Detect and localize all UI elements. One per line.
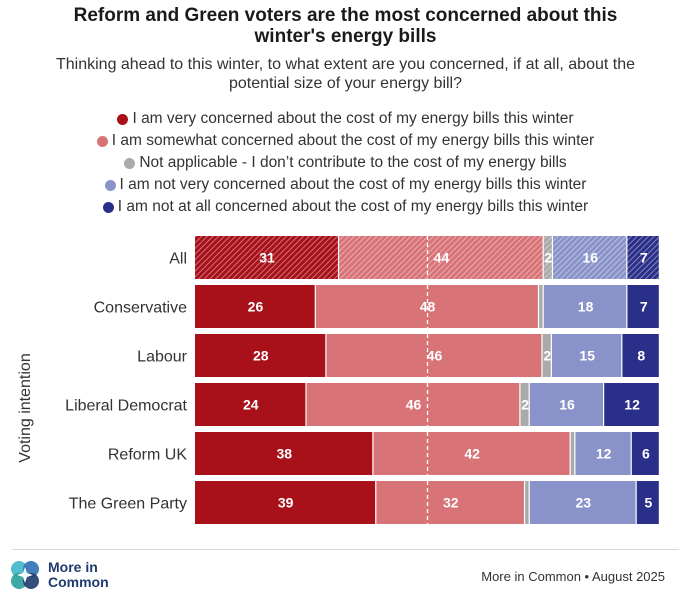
chart-subtitle-line-2: potential size of your energy bill? — [228, 75, 463, 92]
legend-swatch-very-concerned — [117, 113, 129, 125]
source-credit: More in Common • August 2025 — [481, 569, 665, 584]
category-label-liberal-democrat: Liberal Democrat — [65, 398, 187, 415]
chart-legend: I am very concerned about the cost of my… — [0, 108, 691, 218]
bar-labour-not-at-all-concerned — [622, 334, 659, 377]
legend-swatch-not-very-concerned — [104, 179, 116, 191]
data-label-the-green-party-not-at-all-concerned: 5 — [644, 495, 652, 511]
more-in-common-logo: More in Common — [8, 558, 109, 592]
legend-swatch-somewhat-concerned — [96, 135, 108, 147]
more-in-common-logo-icon — [11, 561, 39, 589]
data-label-labour-not-at-all-concerned: 8 — [637, 348, 645, 364]
data-label-the-green-party-somewhat-concerned: 32 — [443, 495, 459, 511]
bar-liberal-democrat-not-very-concerned — [529, 383, 603, 426]
bar-labour-not-very-concerned — [551, 334, 622, 377]
y-axis-title: Voting intention — [17, 353, 34, 462]
data-label-all-not-at-all-concerned: 7 — [640, 250, 648, 266]
bar-conservative-very-concerned — [195, 285, 315, 328]
bar-the-green-party-very-concerned — [195, 481, 376, 524]
bar-liberal-democrat-not-at-all-concerned — [604, 383, 659, 426]
bar-labour-somewhat-concerned — [326, 334, 542, 377]
bar-liberal-democrat-very-concerned — [195, 383, 306, 426]
bar-hatch-all-not-at-all-concerned — [627, 236, 659, 279]
category-label-all: All — [169, 251, 187, 268]
legend-swatch-not-at-all-concerned — [102, 201, 114, 213]
legend-label-not-applicable: Not applicable - I don’t contribute to t… — [139, 154, 567, 171]
chart-title-line-1: Reform and Green voters are the most con… — [73, 5, 618, 26]
bar-hatch-all-not-very-concerned — [553, 236, 627, 279]
bar-the-green-party-somewhat-concerned — [376, 481, 524, 524]
bar-conservative-not-at-all-concerned — [627, 285, 659, 328]
bar-conservative-not-very-concerned — [543, 285, 627, 328]
data-label-labour-somewhat-concerned: 46 — [427, 348, 443, 364]
data-label-reform-uk-somewhat-concerned: 42 — [464, 446, 480, 462]
data-label-all-not-very-concerned: 16 — [582, 250, 598, 266]
data-label-labour-very-concerned: 28 — [253, 348, 269, 364]
bar-hatch-all-not-applicable — [543, 236, 552, 279]
footer-divider — [12, 549, 679, 550]
bar-liberal-democrat-somewhat-concerned — [306, 383, 520, 426]
category-label-labour: Labour — [137, 349, 187, 366]
data-label-reform-uk-not-at-all-concerned: 6 — [642, 446, 650, 462]
bar-labour-not-applicable — [542, 334, 551, 377]
logo-wordmark-line-2: Common — [48, 574, 109, 590]
legend-item-not-at-all-concerned: I am not at all concerned about the cost… — [0, 196, 691, 218]
category-label-the-green-party: The Green Party — [69, 496, 187, 513]
bar-reform-uk-somewhat-concerned — [373, 432, 570, 475]
legend-item-not-very-concerned: I am not very concerned about the cost o… — [0, 174, 691, 196]
bar-the-green-party-not-applicable — [525, 481, 529, 524]
data-label-all-not-applicable: 2 — [545, 250, 553, 266]
legend-item-not-applicable: Not applicable - I don’t contribute to t… — [0, 152, 691, 174]
chart-title-line-2: winter's energy bills — [254, 26, 437, 47]
data-label-labour-not-applicable: 2 — [543, 348, 551, 364]
data-label-liberal-democrat-not-at-all-concerned: 12 — [624, 397, 640, 413]
logo-wordmark-line-1: More in — [48, 559, 98, 575]
data-label-liberal-democrat-not-very-concerned: 16 — [559, 397, 575, 413]
bar-reform-uk-very-concerned — [195, 432, 373, 475]
chart-subtitle: Thinking ahead to this winter, to what e… — [10, 55, 681, 93]
data-label-conservative-not-at-all-concerned: 7 — [640, 299, 648, 315]
data-label-conservative-not-very-concerned: 18 — [578, 299, 594, 315]
bar-reform-uk-not-very-concerned — [575, 432, 631, 475]
category-label-conservative: Conservative — [94, 300, 187, 317]
data-label-the-green-party-not-very-concerned: 23 — [575, 495, 591, 511]
data-label-all-very-concerned: 31 — [259, 250, 275, 266]
data-label-liberal-democrat-very-concerned: 24 — [243, 397, 259, 413]
legend-item-very-concerned: I am very concerned about the cost of my… — [0, 108, 691, 130]
data-label-all-somewhat-concerned: 44 — [434, 250, 450, 266]
data-label-conservative-very-concerned: 26 — [248, 299, 264, 315]
bar-the-green-party-not-very-concerned — [529, 481, 636, 524]
data-label-reform-uk-very-concerned: 38 — [276, 446, 292, 462]
data-label-liberal-democrat-not-applicable: 2 — [521, 397, 529, 413]
category-label-reform-uk: Reform UK — [108, 447, 187, 464]
bar-conservative-not-applicable — [539, 285, 543, 328]
data-label-labour-not-very-concerned: 15 — [579, 348, 595, 364]
legend-item-somewhat-concerned: I am somewhat concerned about the cost o… — [0, 130, 691, 152]
chart-title: Reform and Green voters are the most con… — [0, 5, 691, 47]
chart-subtitle-line-1: Thinking ahead to this winter, to what e… — [55, 56, 636, 73]
data-label-liberal-democrat-somewhat-concerned: 46 — [406, 397, 422, 413]
legend-label-very-concerned: I am very concerned about the cost of my… — [132, 110, 574, 127]
logo-wordmark: More in Common — [48, 560, 109, 590]
bar-reform-uk-not-applicable — [570, 432, 575, 475]
bar-hatch-all-somewhat-concerned — [339, 236, 543, 279]
data-label-the-green-party-very-concerned: 39 — [278, 495, 294, 511]
bar-hatch-all-very-concerned — [195, 236, 338, 279]
data-label-reform-uk-not-very-concerned: 12 — [596, 446, 612, 462]
legend-label-not-very-concerned: I am not very concerned about the cost o… — [119, 176, 587, 193]
legend-label-not-at-all-concerned: I am not at all concerned about the cost… — [117, 198, 589, 215]
bar-reform-uk-not-at-all-concerned — [631, 432, 659, 475]
bar-the-green-party-not-at-all-concerned — [636, 481, 659, 524]
bar-liberal-democrat-not-applicable — [520, 383, 529, 426]
bar-labour-very-concerned — [195, 334, 326, 377]
legend-swatch-not-applicable — [124, 157, 136, 169]
legend-label-somewhat-concerned: I am somewhat concerned about the cost o… — [111, 132, 595, 149]
